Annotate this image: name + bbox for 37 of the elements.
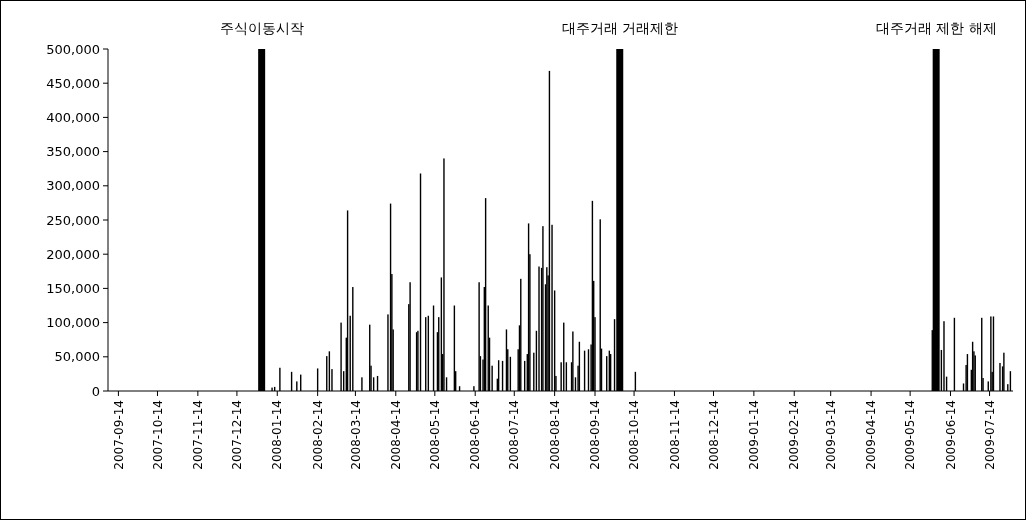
x-tick-label: 2008-09-14 bbox=[588, 400, 603, 470]
x-tick-label: 2008-02-14 bbox=[310, 400, 325, 470]
x-tick-label: 2008-06-14 bbox=[468, 400, 483, 470]
x-tick-label: 2008-04-14 bbox=[388, 400, 403, 470]
ref-line-label: 대주거래 거래제한 bbox=[561, 20, 678, 36]
x-tick-label: 2008-03-14 bbox=[348, 400, 363, 470]
y-tick-label: 150,000 bbox=[46, 280, 100, 296]
x-tick-label: 2008-05-14 bbox=[428, 400, 443, 470]
x-tick-label: 2009-03-14 bbox=[823, 400, 838, 470]
y-tick-label: 300,000 bbox=[46, 178, 100, 194]
y-tick-label: 450,000 bbox=[46, 75, 100, 91]
y-tick-label: 500,000 bbox=[46, 41, 100, 57]
x-tick-label: 2008-10-14 bbox=[627, 400, 642, 470]
x-tick-label: 2007-10-14 bbox=[150, 400, 165, 470]
x-tick-label: 2009-07-14 bbox=[982, 400, 997, 470]
x-tick-label: 2007-09-14 bbox=[111, 400, 126, 470]
x-tick-label: 2007-11-14 bbox=[191, 400, 206, 470]
y-tick-label: 200,000 bbox=[46, 246, 100, 262]
y-tick-label: 350,000 bbox=[46, 144, 100, 160]
y-tick-label: 400,000 bbox=[46, 109, 100, 125]
x-tick-label: 2009-02-14 bbox=[787, 400, 802, 470]
y-tick-label: 50,000 bbox=[54, 349, 100, 365]
x-tick-label: 2008-12-14 bbox=[706, 400, 721, 470]
ref-line-label: 대주거래 제한 해제 bbox=[875, 20, 997, 36]
y-tick-label: 100,000 bbox=[46, 315, 100, 331]
x-tick-label: 2008-01-14 bbox=[270, 400, 285, 470]
x-tick-label: 2007-12-14 bbox=[230, 400, 245, 470]
x-tick-label: 2009-06-14 bbox=[943, 400, 958, 470]
x-tick-label: 2009-05-14 bbox=[903, 400, 918, 470]
x-tick-label: 2009-04-14 bbox=[864, 400, 879, 470]
y-tick-label: 250,000 bbox=[46, 212, 100, 228]
x-tick-label: 2008-11-14 bbox=[667, 400, 682, 470]
x-tick-label: 2009-01-14 bbox=[747, 400, 762, 470]
x-tick-label: 2008-08-14 bbox=[547, 400, 562, 470]
x-tick-label: 2008-07-14 bbox=[507, 400, 522, 470]
y-tick-label: 0 bbox=[91, 383, 100, 399]
ref-line-label: 주식이동시작 bbox=[219, 20, 304, 36]
